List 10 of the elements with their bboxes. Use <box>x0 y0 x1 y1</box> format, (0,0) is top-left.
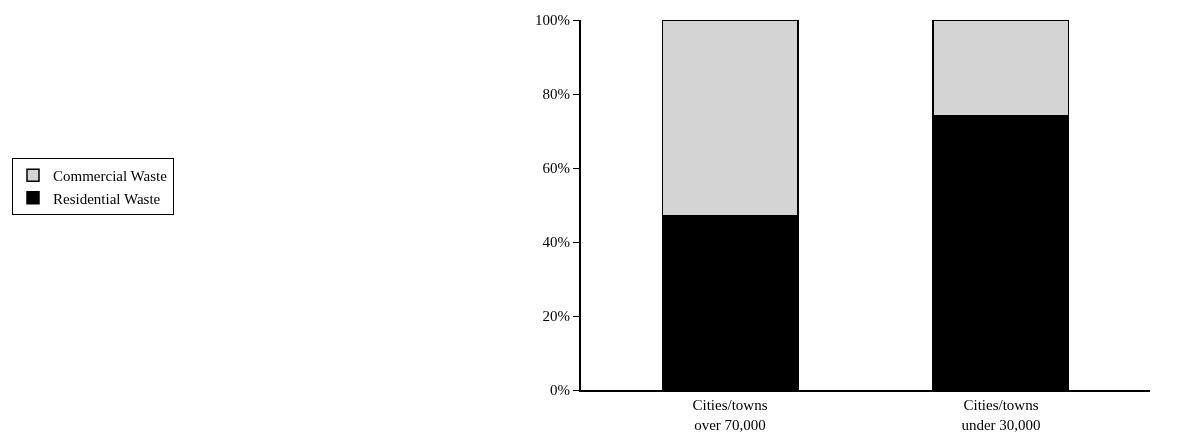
y-tick-label: 0% <box>550 382 570 399</box>
x-tick-label: Cities/towns over 70,000 <box>692 397 768 433</box>
x-tick-label: Cities/towns under 30,000 <box>961 397 1041 433</box>
y-tick-label: 60% <box>542 160 570 177</box>
y-tick-label: 40% <box>542 234 570 251</box>
y-tick-label: 20% <box>542 308 570 325</box>
y-tick-label: 100% <box>535 12 570 29</box>
legend-label: Commercial Waste <box>53 168 168 185</box>
y-tick-label: 80% <box>542 86 570 103</box>
legend-label: Residential Waste <box>53 190 161 207</box>
